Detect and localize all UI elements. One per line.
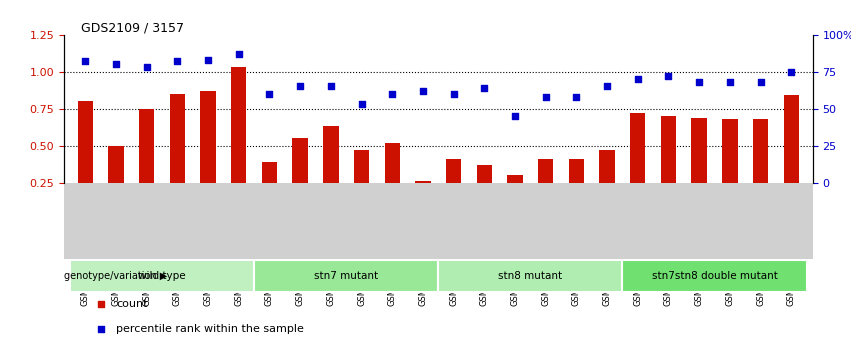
Bar — [630, 113, 645, 183]
Bar — [200, 91, 216, 183]
Point — [386, 91, 399, 97]
Point — [631, 76, 644, 82]
Bar — [753, 119, 768, 183]
Point — [477, 85, 491, 91]
Text: stn7stn8 double mutant: stn7stn8 double mutant — [652, 271, 778, 281]
Bar — [139, 109, 154, 183]
Bar — [108, 146, 123, 183]
Bar — [784, 95, 799, 183]
Point — [508, 114, 522, 119]
Point — [600, 84, 614, 89]
Bar — [438, 260, 622, 292]
Bar — [262, 162, 277, 183]
Point — [355, 101, 368, 107]
Text: count: count — [117, 299, 148, 309]
Bar — [323, 127, 339, 183]
Point — [723, 79, 737, 85]
Bar — [722, 119, 738, 183]
Point — [232, 51, 246, 57]
Bar — [77, 101, 93, 183]
Point — [539, 94, 552, 100]
Bar — [231, 67, 247, 183]
Text: stn8 mutant: stn8 mutant — [499, 271, 563, 281]
Bar — [538, 159, 553, 183]
Point — [754, 79, 768, 85]
Point — [263, 91, 277, 97]
Point — [170, 58, 184, 64]
Point — [109, 61, 123, 67]
Bar — [354, 150, 369, 183]
Point — [785, 69, 798, 75]
Bar — [477, 165, 492, 183]
Bar — [415, 181, 431, 183]
Text: genotype/variation ▶: genotype/variation ▶ — [64, 271, 168, 281]
Point — [569, 94, 583, 100]
Point — [78, 58, 92, 64]
Bar — [568, 159, 584, 183]
Text: GDS2109 / 3157: GDS2109 / 3157 — [81, 21, 184, 34]
Point — [94, 326, 108, 332]
Point — [693, 79, 706, 85]
Bar — [599, 150, 614, 183]
Point — [140, 65, 153, 70]
Text: percentile rank within the sample: percentile rank within the sample — [117, 324, 304, 334]
Bar — [254, 260, 438, 292]
Bar — [385, 143, 400, 183]
Text: stn7 mutant: stn7 mutant — [314, 271, 378, 281]
Bar — [293, 138, 308, 183]
Text: wild type: wild type — [138, 271, 186, 281]
Point — [447, 91, 460, 97]
Point — [324, 84, 338, 89]
Point — [202, 57, 215, 62]
Bar — [70, 260, 254, 292]
Point — [416, 88, 430, 93]
Bar — [446, 159, 461, 183]
Point — [661, 73, 675, 79]
Point — [94, 302, 108, 307]
Bar — [692, 118, 707, 183]
Bar — [622, 260, 807, 292]
Bar — [169, 94, 185, 183]
Point — [294, 84, 307, 89]
Bar — [660, 116, 677, 183]
Bar — [507, 176, 523, 183]
